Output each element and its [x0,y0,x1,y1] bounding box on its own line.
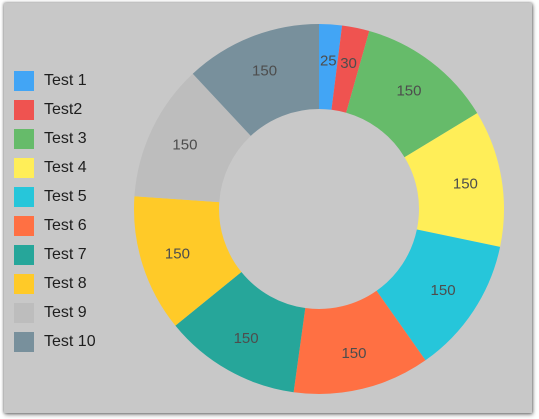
legend-item[interactable]: Test2 [14,95,96,124]
legend-swatch [14,273,34,294]
donut-chart: 25 30 150 150 150 150 150 150 150 150 [134,24,505,395]
legend-swatch [14,302,34,323]
slice-value-label: 25 [320,52,337,69]
slice-value-label: 150 [396,82,421,99]
donut-slice[interactable] [175,272,306,393]
slice-value-label: 150 [341,345,366,362]
legend-label: Test 9 [44,303,87,321]
chart-panel: Test 1 Test2 Test 3 Test 4 Test 5 Test 6 Test … [4,3,532,413]
legend-item[interactable]: Test 9 [14,298,96,327]
legend-item[interactable]: Test 8 [14,269,96,298]
donut-slice[interactable] [319,24,343,110]
legend-item[interactable]: Test 7 [14,240,96,269]
legend-item[interactable]: Test 1 [14,66,96,95]
legend-item[interactable]: Test 10 [14,327,96,356]
donut-slice[interactable] [346,30,478,158]
donut-slice[interactable] [134,196,242,326]
slice-value-label: 150 [252,62,277,79]
donut-slice[interactable] [376,229,501,361]
legend-swatch [14,186,34,207]
slice-value-label: 150 [431,282,456,299]
slice-value-label: 150 [453,176,478,193]
donut-slice[interactable] [331,25,370,113]
legend-item[interactable]: Test 3 [14,124,96,153]
donut-slice[interactable] [404,113,505,247]
legend-label: Test 8 [44,274,87,292]
chart-legend: Test 1 Test2 Test 3 Test 4 Test 5 Test 6 Test … [14,66,96,356]
legend-label: Test2 [44,100,83,118]
legend-swatch [14,99,34,120]
legend-label: Test 1 [44,71,87,89]
donut-slice[interactable] [134,73,251,203]
legend-label: Test 6 [44,216,87,234]
slice-value-label: 30 [340,55,357,72]
legend-swatch [14,215,34,236]
legend-swatch [14,244,34,265]
slice-value-label: 150 [165,245,190,262]
legend-label: Test 10 [44,332,96,350]
legend-label: Test 7 [44,245,87,263]
legend-swatch [14,128,34,149]
legend-item[interactable]: Test 6 [14,211,96,240]
legend-label: Test 5 [44,187,87,205]
legend-label: Test 4 [44,158,87,176]
legend-item[interactable]: Test 5 [14,182,96,211]
donut-slice[interactable] [293,290,426,395]
legend-swatch [14,157,34,178]
legend-swatch [14,70,34,91]
slice-value-label: 150 [234,330,259,347]
slice-value-label: 150 [172,137,197,154]
donut-slice[interactable] [192,24,319,136]
legend-item[interactable]: Test 4 [14,153,96,182]
legend-label: Test 3 [44,129,87,147]
legend-swatch [14,331,34,352]
